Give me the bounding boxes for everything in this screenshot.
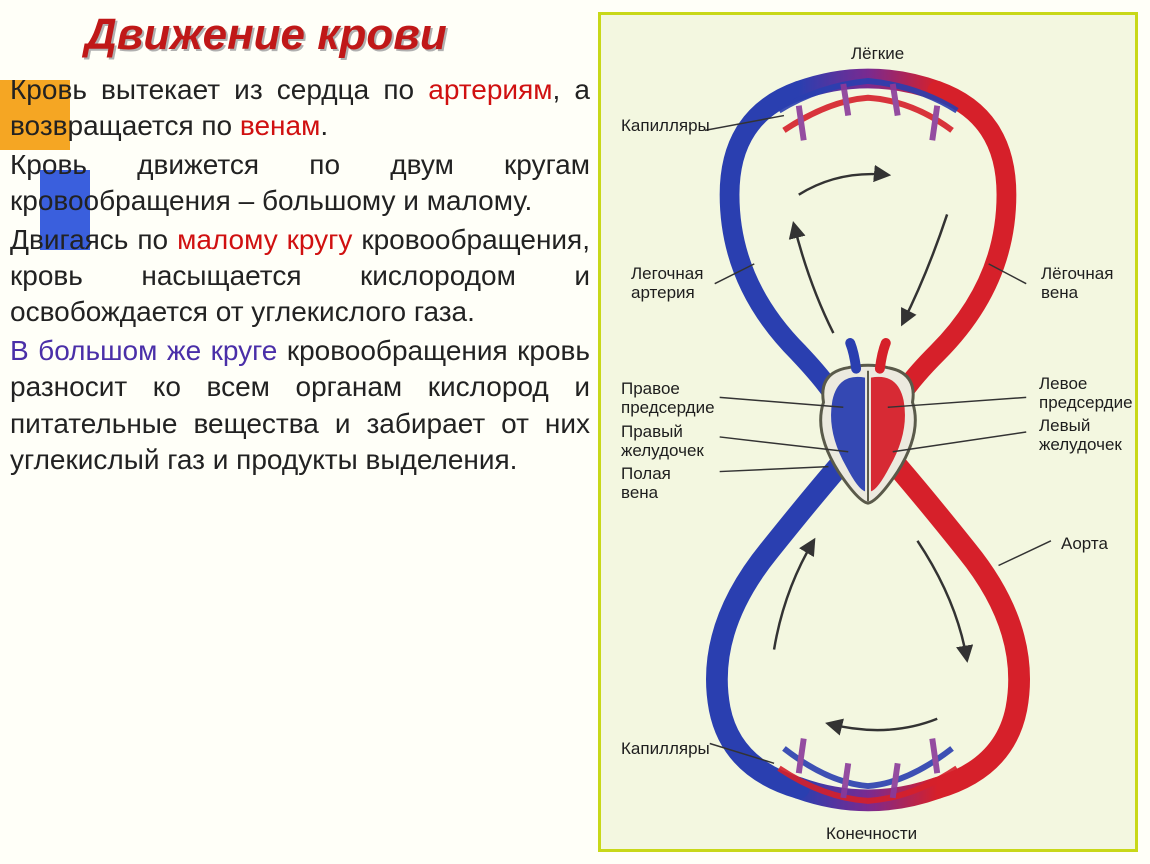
label-left-atrium: Левое предсердие xyxy=(1039,375,1133,412)
p1-veins: венам xyxy=(240,110,320,141)
paragraph-3: Двигаясь по малому кругу кровообращения,… xyxy=(10,222,590,331)
p1-a: Кровь вытекает из сердца по xyxy=(10,74,428,105)
label-left-ventricle: Левый желудочек xyxy=(1039,417,1122,454)
label-aorta: Аорта xyxy=(1061,535,1108,554)
label-capillaries-top: Капилляры xyxy=(621,117,710,136)
label-extremities: Конечности xyxy=(826,825,917,844)
label-pulmonary-artery: Легочная артерия xyxy=(631,265,703,302)
p3-a: Двигаясь по xyxy=(10,224,177,255)
label-right-ventricle: Правый желудочек xyxy=(621,423,704,460)
pulmonary-vein xyxy=(890,91,1007,417)
label-capillaries-bottom: Капилляры xyxy=(621,740,710,759)
paragraph-4: В большом же круге кровообращения кровь … xyxy=(10,333,590,479)
p1-c: . xyxy=(320,110,328,141)
page-title: Движение крови xyxy=(85,10,447,60)
paragraph-2: Кровь движется по двум кругам кровообращ… xyxy=(10,147,590,220)
label-right-atrium: Правое предсердие xyxy=(621,380,715,417)
diagram-panel: Лёгкие Капилляры Легочная артерия Лёгочн… xyxy=(598,12,1138,852)
p4-big-circle: В большом же круге xyxy=(10,335,277,366)
text-column: Кровь вытекает из сердца по артериям, а … xyxy=(10,72,590,480)
p2-text: Кровь движется по двум кругам кровообращ… xyxy=(10,147,590,220)
label-pulmonary-vein: Лёгочная вена xyxy=(1041,265,1113,302)
p3-small-circle: малому кругу xyxy=(177,224,352,255)
pulmonary-artery xyxy=(730,91,847,417)
label-lungs: Лёгкие xyxy=(851,45,904,64)
paragraph-1: Кровь вытекает из сердца по артериям, а … xyxy=(10,72,590,145)
label-vena-cava: Полая вена xyxy=(621,465,671,502)
p1-arteries: артериям xyxy=(428,74,552,105)
